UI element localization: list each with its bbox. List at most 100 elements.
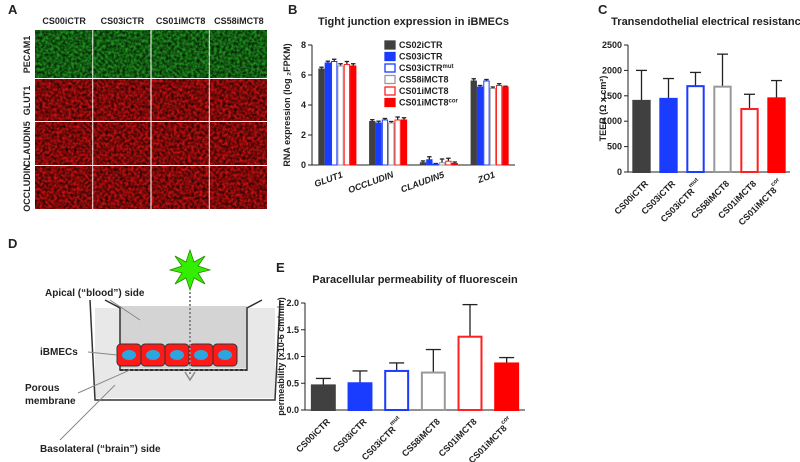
micrograph-texture [35, 166, 93, 209]
bar [451, 163, 458, 166]
y-axis-label: RNA expression (log ₂FPKM) [282, 43, 292, 166]
row-label: CLAUDIN5 [22, 121, 32, 167]
y-tick-label: 2 [301, 130, 306, 140]
y-tick-label: 2000 [602, 65, 622, 75]
micrograph-texture [93, 122, 151, 165]
micrograph-texture [151, 122, 209, 165]
legend-label: CS02iCTR [399, 40, 443, 50]
y-tick-label: 1.0 [286, 352, 299, 362]
x-tick-label: ZO1 [475, 169, 496, 185]
micrograph-texture [209, 79, 267, 121]
bar [476, 86, 484, 166]
x-tick-label-text: CS03iCTR [360, 424, 398, 462]
bar [381, 119, 389, 166]
legend-swatch [384, 74, 396, 85]
y-tick-label: 0 [301, 160, 306, 170]
panel-label: E [276, 260, 285, 275]
cells-label: iBMECs [40, 347, 78, 358]
row-label: GLUT1 [22, 86, 32, 116]
legend-label: CS03iCTRmut [399, 63, 454, 73]
y-tick-label: 0 [617, 167, 622, 177]
bar [432, 163, 439, 166]
bar [369, 121, 376, 166]
legend-label-superscript: cor [449, 99, 459, 105]
legend-label-text: CS03iCTR [399, 52, 443, 62]
legend-swatch [384, 63, 396, 73]
x-tick-label: CLAUDIN5 [399, 169, 446, 194]
bar [489, 88, 496, 166]
x-tick-label-superscript: mut [688, 177, 700, 189]
bar [347, 382, 373, 411]
y-tick-label: 2500 [602, 40, 622, 50]
y-tick-label: 0.5 [286, 378, 299, 388]
bar [659, 97, 678, 173]
bar [420, 371, 446, 411]
x-tick-label-superscript: mut [389, 415, 401, 427]
panel-label: B [288, 2, 297, 17]
bar [457, 335, 483, 411]
micrograph-texture [151, 30, 209, 78]
fluorescein-star [168, 248, 212, 292]
cells [116, 343, 238, 367]
y-tick-label: 1500 [602, 91, 622, 101]
x-tick-label-superscript: cor [500, 415, 511, 426]
legend-label-superscript: mut [443, 64, 454, 70]
micrograph-texture [35, 122, 93, 165]
micrograph-texture [93, 79, 151, 121]
micrograph-texture [209, 166, 267, 209]
pointer [87, 351, 118, 356]
bar [713, 85, 732, 173]
y-tick-label: 500 [607, 142, 622, 152]
y-axis-label: TEER (Ω x cm²) [598, 76, 608, 142]
insert [104, 299, 263, 371]
x-tick-label-text: CS00iCTR [294, 417, 332, 455]
bar [686, 85, 705, 173]
column-label: CS01iMCT8 [156, 16, 206, 26]
panel-label: D [8, 236, 17, 251]
x-tick-label: CS03iCTR [331, 417, 369, 455]
diagram-panel: Apical (“blood”) side iBMECs Porous memb… [25, 248, 281, 455]
micrograph-texture [209, 122, 267, 165]
pointer [109, 299, 141, 321]
chart-title: Transendothelial electrical resistance [611, 16, 800, 28]
x-tick-label-superscript: cor [770, 177, 781, 188]
micrograph-texture [209, 30, 267, 78]
bar [324, 62, 332, 166]
membrane-label: Porous [25, 383, 60, 394]
x-tick-label: OCCLUDIN [347, 169, 396, 195]
column-label: CS00iCTR [42, 16, 86, 26]
legend-swatch [384, 40, 396, 50]
legend-label-text: CS02iCTR [399, 40, 443, 50]
column-label: CS03iCTR [101, 16, 145, 26]
legend-label-text: CS03iCTR [399, 63, 443, 73]
x-tick-label-text: CS58iMCT8 [400, 417, 442, 459]
bar [445, 160, 452, 166]
x-tick-label: GLUT1 [313, 169, 344, 188]
bar [483, 80, 490, 166]
micrograph-texture [35, 30, 93, 78]
bar [438, 162, 446, 166]
y-axis-label: permeability (x10-6 cm/min) [276, 297, 286, 416]
bar [632, 99, 651, 173]
panel-label: A [8, 2, 18, 17]
bar [426, 159, 433, 166]
legend-label: CS01iMCT8cor [399, 98, 459, 108]
micrograph-texture [93, 30, 151, 78]
x-tick-label: CS00iCTR [294, 417, 332, 455]
legend-label: CS03iCTR [399, 52, 443, 62]
bar [343, 64, 351, 166]
bar [419, 162, 427, 166]
y-tick-label: 1000 [602, 116, 622, 126]
panel-label: C [598, 2, 608, 17]
legend-swatch [384, 97, 396, 108]
bar [375, 122, 382, 166]
pointer [77, 369, 131, 394]
bar [388, 122, 395, 166]
apical-label: Apical (“blood”) side [45, 288, 145, 299]
bar [337, 65, 344, 166]
bar [495, 85, 503, 166]
membrane-label: membrane [25, 396, 76, 407]
y-tick-label: 8 [301, 40, 306, 50]
y-tick-label: 4 [301, 100, 306, 110]
